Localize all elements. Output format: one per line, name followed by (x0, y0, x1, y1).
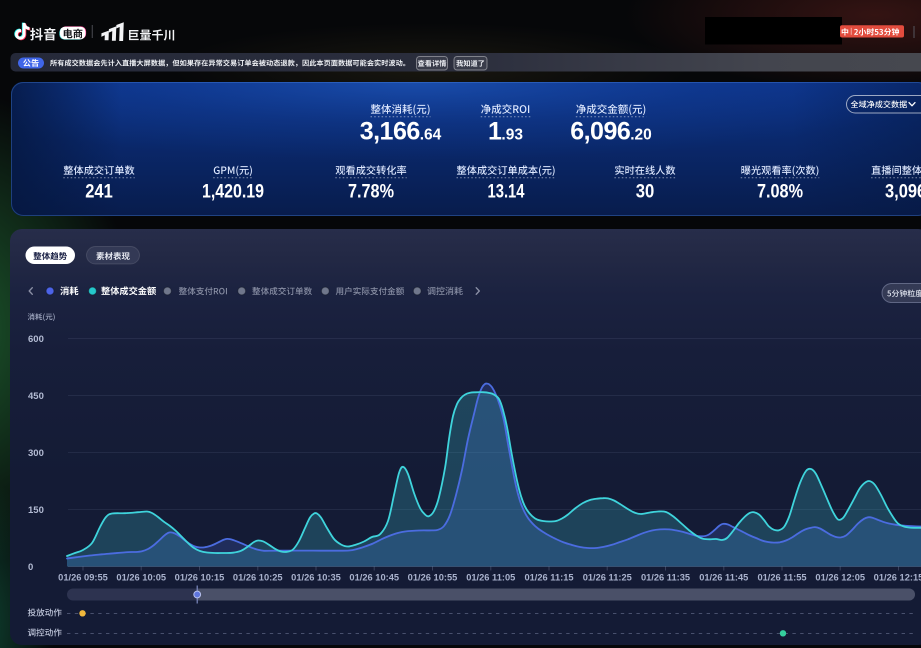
svg-text:01/26 10:55: 01/26 10:55 (408, 573, 458, 583)
svg-text:01/26 09:55: 01/26 09:55 (58, 573, 108, 583)
svg-text:01/26 10:45: 01/26 10:45 (349, 573, 399, 583)
svg-text:01/26 11:45: 01/26 11:45 (699, 573, 748, 583)
svg-text:1,420.19: 1,420.19 (202, 182, 264, 203)
svg-text:3,096.20: 3,096.20 (885, 182, 921, 203)
svg-text:600: 600 (28, 334, 44, 345)
svg-text:01/26 11:35: 01/26 11:35 (641, 573, 690, 583)
svg-text:7.78%: 7.78% (348, 182, 394, 203)
svg-text:13.14: 13.14 (488, 182, 525, 203)
svg-text:30: 30 (636, 182, 655, 203)
svg-text:01/26 10:35: 01/26 10:35 (291, 573, 341, 583)
svg-text:3,166.64: 3,166.64 (360, 118, 442, 146)
svg-text:01/26 10:25: 01/26 10:25 (233, 573, 283, 583)
svg-text:0: 0 (28, 562, 33, 573)
svg-text:01/26 10:05: 01/26 10:05 (116, 573, 166, 583)
svg-text:300: 300 (28, 448, 44, 459)
svg-text:01/26 12:05: 01/26 12:05 (815, 573, 865, 583)
svg-text:01/26 11:55: 01/26 11:55 (757, 573, 806, 583)
svg-text:01/26 11:05: 01/26 11:05 (466, 573, 515, 583)
svg-text:01/26 11:15: 01/26 11:15 (524, 573, 573, 583)
svg-text:241: 241 (85, 182, 113, 203)
svg-text:150: 150 (28, 505, 44, 516)
svg-text:1.93: 1.93 (488, 118, 523, 146)
svg-text:01/26 11:25: 01/26 11:25 (583, 573, 632, 583)
svg-text:01/26 12:15: 01/26 12:15 (874, 573, 921, 583)
svg-text:6,096.20: 6,096.20 (570, 118, 652, 146)
svg-text:7.08%: 7.08% (757, 182, 803, 203)
svg-text:450: 450 (28, 391, 44, 402)
svg-text:01/26 10:15: 01/26 10:15 (175, 573, 225, 583)
